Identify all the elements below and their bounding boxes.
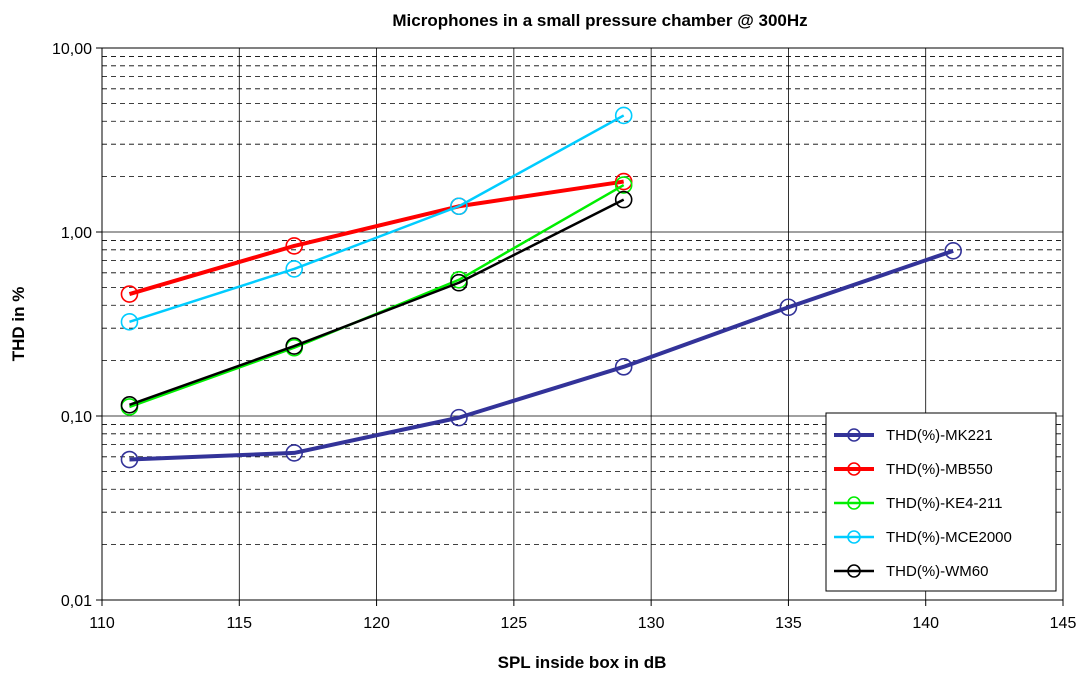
legend-label: THD(%)-WM60 — [886, 563, 989, 580]
x-tick-label: 140 — [912, 615, 939, 632]
x-tick-label: 125 — [501, 615, 528, 632]
data-point — [450, 273, 468, 292]
data-point — [614, 358, 633, 376]
legend-marker — [847, 564, 861, 578]
legend-marker — [847, 428, 861, 442]
data-point — [120, 285, 139, 303]
data-point — [285, 337, 304, 355]
x-tick-label: 130 — [638, 615, 665, 632]
legend-label: THD(%)-MCE2000 — [886, 529, 1012, 546]
data-point — [120, 396, 139, 414]
data-point — [285, 237, 304, 255]
data-point — [285, 260, 304, 278]
x-axis-label: SPL inside box in dB — [498, 653, 667, 672]
series-line — [128, 179, 624, 296]
legend-item: THD(%)-WM60 — [834, 563, 989, 580]
legend-label: THD(%)-MB550 — [886, 461, 993, 478]
data-point — [450, 408, 468, 427]
legend: THD(%)-MK221 THD(%)-MB550 THD(%)-KE4-211 TH… — [825, 412, 1057, 592]
series-line — [129, 114, 625, 324]
series-layer — [120, 106, 962, 469]
y-tick-label: 10,00 — [52, 41, 92, 58]
y-tick-label: 0,10 — [61, 409, 92, 426]
series-3 — [120, 106, 633, 331]
x-tick-label: 135 — [775, 615, 802, 632]
data-point — [120, 450, 139, 469]
data-point — [944, 242, 962, 260]
x-tick-label: 110 — [89, 615, 115, 632]
data-point — [120, 313, 139, 331]
y-axis-label: THD in % — [9, 287, 28, 362]
series-1 — [120, 172, 633, 303]
legend-item: THD(%)-MB550 — [834, 461, 993, 478]
series-line — [129, 248, 954, 462]
legend-marker — [847, 530, 861, 544]
data-point — [614, 106, 633, 125]
series-line — [129, 198, 625, 407]
plot-area — [101, 47, 1064, 601]
y-tick-label: 1,00 — [61, 225, 92, 242]
legend-label: THD(%)-MK221 — [886, 427, 993, 444]
chart-title: Microphones in a small pressure chamber … — [392, 11, 807, 30]
data-point — [779, 298, 798, 317]
data-point — [614, 190, 633, 209]
y-tick-label: 0,01 — [61, 593, 92, 610]
series-4 — [120, 190, 633, 414]
data-point — [450, 197, 468, 216]
legend-item: THD(%)-MCE2000 — [834, 529, 1012, 546]
legend-marker — [847, 496, 861, 510]
legend-item: THD(%)-MK221 — [834, 427, 993, 444]
tick-labels: 110 115 120 125 130 135 140 145 0,01 0,10 1,00 10,0… — [52, 41, 1076, 632]
data-point — [285, 444, 304, 462]
legend-item: THD(%)-KE4-211 — [834, 495, 1002, 512]
grid — [102, 48, 1063, 600]
x-tick-label: 115 — [227, 615, 253, 632]
legend-marker — [847, 462, 861, 476]
series-0 — [120, 242, 962, 469]
x-tick-label: 120 — [363, 615, 390, 632]
x-tick-label: 145 — [1050, 615, 1077, 632]
legend-label: THD(%)-KE4-211 — [886, 495, 1002, 512]
data-point — [614, 176, 633, 194]
